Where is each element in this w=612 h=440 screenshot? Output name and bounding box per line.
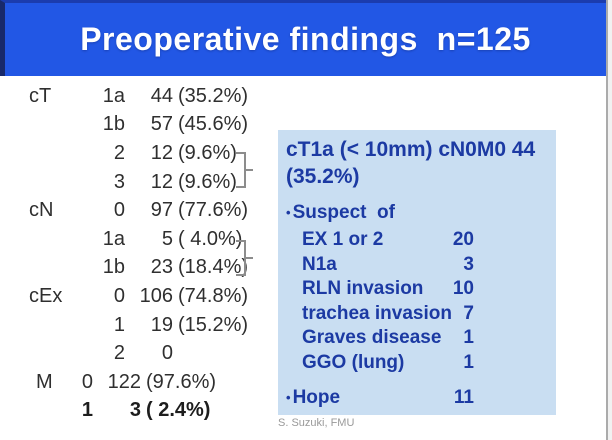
credit-text: S. Suzuki, FMU	[278, 417, 355, 429]
stage-label: 2	[113, 342, 125, 365]
hope-label: Hope	[292, 387, 341, 408]
item-label: Graves disease	[302, 327, 442, 348]
item-label: GGO (lung)	[302, 351, 405, 373]
slide-title: Preoperative findings n=125	[80, 21, 531, 57]
table-row: 1 19 (15.2%)	[0, 311, 260, 340]
stage-label: 1a	[102, 84, 125, 107]
count-value: 3	[129, 399, 141, 422]
stage-label: 0	[113, 284, 125, 307]
count-value: 12	[150, 141, 173, 164]
item-value: 20	[452, 229, 474, 250]
percent-value: (35.2%)	[178, 84, 249, 107]
percent-value: (18.4%)	[178, 256, 249, 279]
table-row: 1a 5 ( 4.0%)	[0, 225, 260, 254]
item-value: 10	[452, 278, 474, 299]
count-value: 122	[107, 370, 141, 393]
percent-value: ( 2.4%)	[146, 399, 211, 422]
item-value: 1	[463, 327, 474, 348]
list-item: Graves disease 1	[302, 326, 474, 351]
list-item: EX 1 or 2 20	[302, 228, 474, 253]
count-value: 106	[139, 284, 173, 307]
bullet-icon: •	[286, 390, 291, 405]
percent-value: (74.8%)	[178, 284, 249, 307]
item-label: N1a	[302, 253, 337, 275]
list-item: N1a 3	[302, 253, 474, 278]
stage-label: 2	[113, 141, 125, 164]
count-value: 44	[150, 84, 173, 107]
category-label: cT	[29, 84, 52, 107]
list-item: trachea invasion 7	[302, 302, 474, 327]
stage-label: 0	[113, 199, 125, 222]
count-value: 97	[150, 199, 173, 222]
count-value: 57	[150, 113, 173, 136]
callout-title: cT1a (< 10mm) cN0M0 44 (35.2%)	[286, 138, 536, 188]
right-edge-strip	[608, 0, 612, 440]
stage-label: 1b	[102, 256, 125, 279]
table-row: 1b 23 (18.4%)	[0, 254, 260, 283]
count-value: 5	[161, 227, 173, 250]
stage-label: 1	[113, 313, 125, 336]
staging-table: cT 1a 44 (35.2%) 1b 57 (45.6%) 2 12 (9.6…	[0, 82, 260, 425]
grouping-bracket-ct23	[236, 152, 253, 188]
table-row: cN 0 97 (77.6%)	[0, 196, 260, 225]
percent-value: (77.6%)	[178, 199, 249, 222]
percent-value: (97.6%)	[146, 370, 217, 393]
table-row: M 0 122 (97.6%)	[0, 368, 260, 397]
item-label: EX 1 or 2	[302, 229, 384, 250]
count-value: 19	[150, 313, 173, 336]
category-label: cN	[29, 199, 54, 222]
table-row: 3 12 (9.6%)	[0, 168, 260, 197]
suspect-heading: • Suspect of	[278, 202, 556, 224]
table-row: cT 1a 44 (35.2%)	[0, 82, 260, 111]
grouping-bracket-cn1ab	[236, 240, 253, 276]
percent-value: (9.6%)	[178, 170, 237, 193]
percent-value: ( 4.0%)	[178, 227, 243, 250]
item-value: 3	[463, 253, 474, 275]
ct1a-callout-box: cT1a (< 10mm) cN0M0 44 (35.2%) • Suspect …	[278, 130, 556, 415]
title-banner: Preoperative findings n=125	[0, 0, 606, 76]
percent-value: (45.6%)	[178, 113, 249, 136]
table-row: 2 12 (9.6%)	[0, 139, 260, 168]
right-edge-line	[606, 0, 608, 440]
stage-label: 1a	[102, 227, 125, 250]
table-row: 2 0	[0, 339, 260, 368]
stage-label: 1	[81, 399, 93, 422]
suspect-list: EX 1 or 2 20 N1a 3 RLN invasion 10 trach…	[278, 228, 556, 375]
item-value: 1	[463, 351, 474, 373]
category-label: cEx	[29, 284, 63, 307]
count-value: 0	[161, 342, 173, 365]
table-row: 1 3 ( 2.4%)	[0, 397, 260, 426]
table-row: 1b 57 (45.6%)	[0, 111, 260, 140]
hope-value: 11	[453, 387, 474, 408]
stage-label: 0	[81, 370, 93, 393]
count-value: 23	[150, 256, 173, 279]
item-label: trachea invasion	[302, 302, 452, 324]
item-value: 7	[463, 302, 474, 324]
list-item: RLN invasion 10	[302, 277, 474, 302]
list-item: GGO (lung) 1	[302, 351, 474, 376]
hope-row: • Hope 11	[278, 386, 474, 410]
stage-label: 1b	[102, 113, 125, 136]
percent-value: (9.6%)	[178, 141, 237, 164]
bullet-icon: •	[286, 205, 291, 220]
suspect-heading-label: Suspect of	[292, 202, 395, 223]
category-label: M	[36, 370, 53, 393]
percent-value: (15.2%)	[178, 313, 249, 336]
item-label: RLN invasion	[302, 278, 424, 299]
table-row: cEx 0 106 (74.8%)	[0, 282, 260, 311]
count-value: 12	[150, 170, 173, 193]
stage-label: 3	[113, 170, 125, 193]
